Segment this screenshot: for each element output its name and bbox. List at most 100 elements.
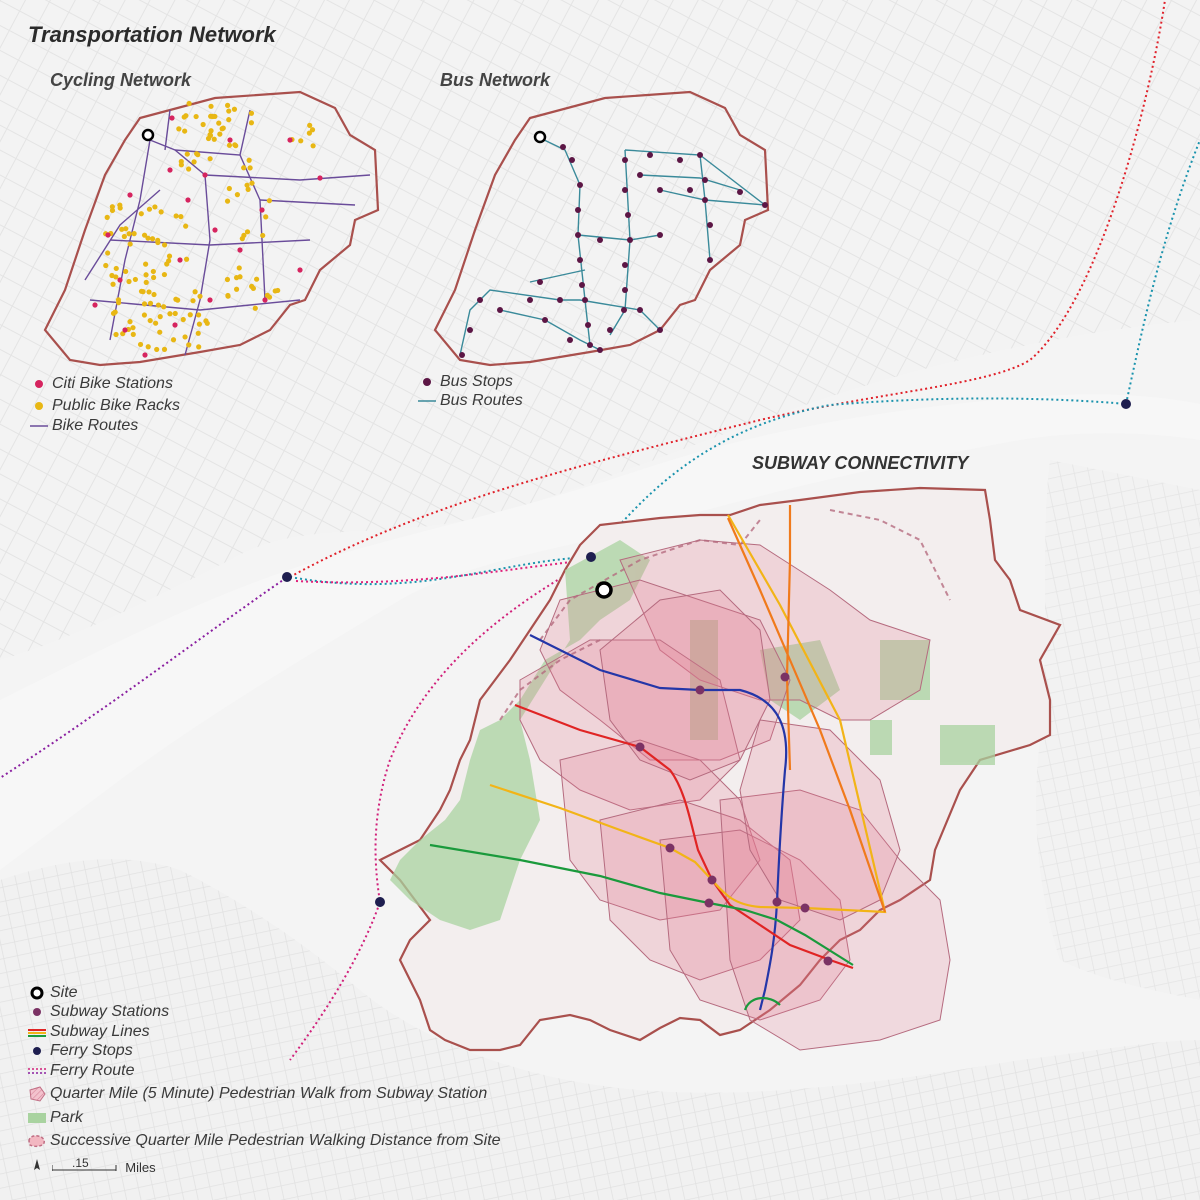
legend-label: Citi Bike Stations — [52, 374, 173, 392]
bike-rack — [192, 289, 198, 295]
legend-row-ferry-stops: Ferry Stops — [28, 1042, 501, 1062]
bike-rack — [190, 298, 196, 304]
bus-stop — [647, 152, 653, 158]
citi-bike-station — [177, 257, 183, 263]
bike-rack — [263, 214, 269, 220]
bike-rack — [196, 321, 203, 327]
site-icon — [28, 985, 46, 1001]
bike-rack — [152, 204, 158, 210]
bike-rack — [183, 113, 189, 119]
cycling-title: Cycling Network — [50, 70, 192, 90]
bus-stop-icon — [418, 374, 436, 390]
bus-stop — [567, 337, 573, 343]
bike-rack — [147, 317, 153, 324]
bike-rack — [194, 151, 200, 157]
bike-rack — [178, 162, 184, 168]
citi-bike-station — [142, 352, 148, 358]
bike-rack — [151, 291, 157, 298]
bike-rack — [252, 305, 258, 311]
bike-rack — [232, 142, 238, 148]
walk-zone-icon — [28, 1086, 46, 1102]
citi-bike-station — [167, 167, 173, 173]
bike-rack — [220, 125, 226, 131]
bike-rack — [248, 120, 255, 126]
cycling-legend: Citi Bike Stations Public Bike Racks Bik… — [30, 374, 180, 436]
legend-row-site: Site — [28, 983, 501, 1003]
legend-row-citi-bike: Citi Bike Stations — [30, 374, 180, 394]
bike-rack — [145, 235, 151, 241]
bus-stop — [577, 182, 583, 188]
citi-bike-station — [207, 297, 213, 303]
bus-legend: Bus Stops Bus Routes — [418, 372, 523, 411]
bike-rack — [153, 320, 159, 326]
bus-stop — [687, 187, 693, 193]
bike-rack — [239, 236, 245, 242]
bus-title: Bus Network — [440, 70, 551, 90]
bike-rack — [244, 182, 250, 188]
bike-rack — [145, 344, 151, 350]
subway-lines-icon — [28, 1024, 46, 1040]
bike-rack — [109, 207, 116, 214]
bike-rack — [226, 185, 232, 192]
bike-rack — [138, 211, 144, 217]
bike-rack — [121, 233, 127, 240]
bus-site-marker — [533, 130, 547, 144]
bus-stop — [577, 257, 583, 263]
bike-rack — [226, 117, 232, 123]
bus-stop — [707, 257, 713, 263]
bike-rack — [132, 276, 139, 283]
legend-row-bike-routes: Bike Routes — [30, 416, 180, 436]
bike-rack — [224, 198, 231, 204]
subway-lines — [429, 505, 887, 1011]
legend-row-successive-walk: Successive Quarter Mile Pedestrian Walki… — [28, 1132, 501, 1152]
bike-rack — [161, 304, 167, 310]
legend-row-subway-lines: Subway Lines — [28, 1022, 501, 1042]
legend-label: Public Bike Racks — [52, 397, 181, 415]
citi-bike-station — [287, 137, 293, 143]
bike-rack — [298, 138, 304, 144]
bike-rack — [113, 265, 119, 272]
bike-rack — [246, 157, 252, 163]
legend-label: Quarter Mile (5 Minute) Pedestrian Walk … — [50, 1085, 488, 1103]
bike-rack — [126, 278, 132, 285]
legend-label: Site — [50, 983, 78, 1001]
bike-rack — [117, 202, 123, 208]
bike-rack — [226, 142, 233, 148]
bike-rack — [110, 310, 117, 316]
bike-rack — [309, 127, 316, 133]
line-orange — [726, 505, 887, 913]
bike-rack — [182, 128, 188, 134]
bike-rack-icon — [30, 398, 48, 414]
subway-station — [772, 897, 782, 907]
bus-boundary — [433, 90, 770, 367]
page-title: Transportation Network — [28, 22, 276, 47]
bike-rack — [310, 143, 316, 149]
ferry-stop-icon — [28, 1043, 46, 1059]
bus-stop — [537, 279, 543, 285]
scale-value: .15 — [72, 1156, 89, 1170]
bike-rack — [203, 318, 209, 324]
bike-rack — [237, 274, 243, 280]
bike-rack — [154, 346, 160, 353]
ferry-route-teal-2 — [295, 559, 593, 584]
bike-rack — [275, 287, 281, 294]
bike-rack — [113, 274, 119, 280]
scale-line — [51, 1164, 117, 1171]
bike-rack — [226, 108, 232, 114]
legend-label: Bus Routes — [440, 392, 523, 410]
citi-bike-station — [117, 277, 123, 283]
bike-rack — [245, 186, 251, 192]
scale-unit: Miles — [125, 1160, 156, 1175]
bus-stop — [477, 297, 483, 303]
bike-rack — [127, 241, 133, 247]
citi-bike-stations — [92, 115, 323, 358]
legend-row-quarter-mile-walk: Quarter Mile (5 Minute) Pedestrian Walk … — [28, 1085, 501, 1105]
ferry-stops — [282, 399, 1131, 907]
subway-site-marker — [595, 581, 613, 599]
bus-stop — [657, 327, 663, 333]
legend-label: Subway Lines — [50, 1022, 150, 1040]
ferry-stop — [586, 552, 596, 562]
bus-stop — [657, 232, 663, 238]
legend-label: Ferry Stops — [50, 1042, 133, 1060]
bus-stop — [587, 342, 593, 348]
